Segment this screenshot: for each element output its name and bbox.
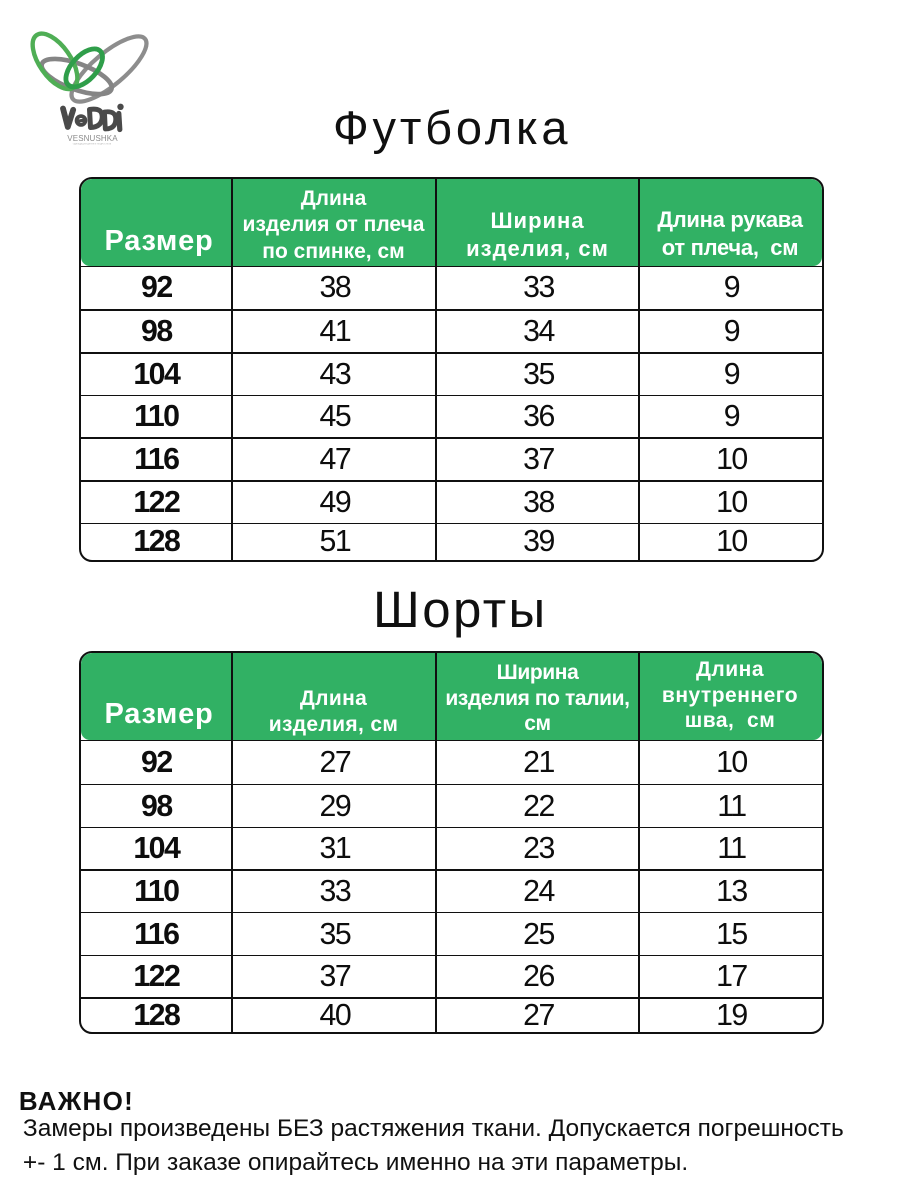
svg-text:ОДЕЖДА ДЛЯ ДЕТЕЙ И ПОДРОСТКОВ: ОДЕЖДА ДЛЯ ДЕТЕЙ И ПОДРОСТКОВ bbox=[73, 142, 112, 145]
svg-text:VESNUSHKA: VESNUSHKA bbox=[67, 134, 118, 143]
